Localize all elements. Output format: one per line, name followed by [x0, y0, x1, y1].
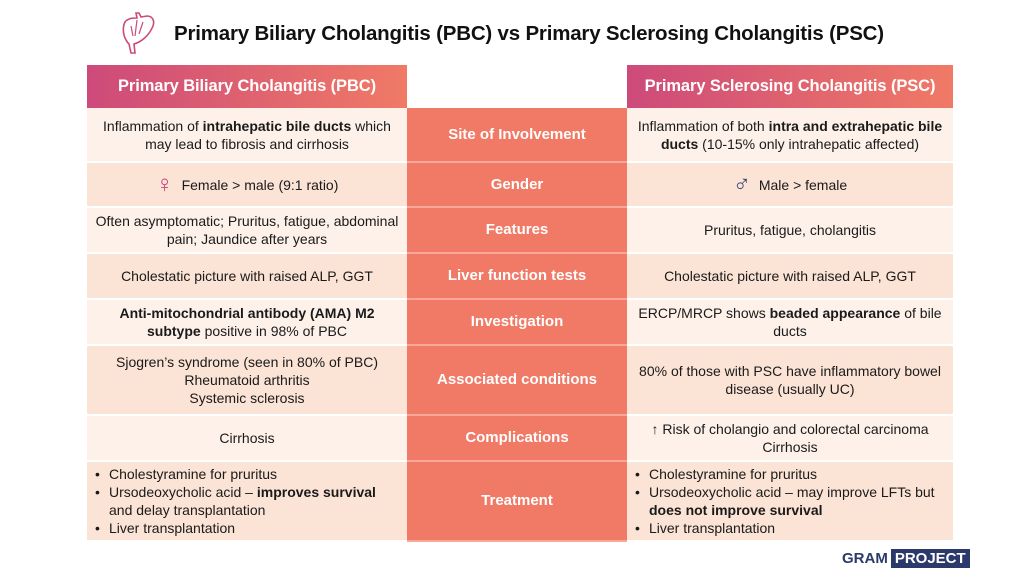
pbc-investigation-cell: Anti-mitochondrial antibody (AMA) M2 sub…	[87, 300, 407, 346]
pbc-site-cell: Inflammation of intrahepatic bile ducts …	[87, 108, 407, 163]
pbc-treatment-cell: Cholestyramine for pruritus Ursodeoxycho…	[87, 462, 407, 542]
row-label: Liver function tests	[407, 254, 627, 300]
row-gender: ♀ Female > male (9:1 ratio) Gender ♂ Mal…	[87, 163, 953, 208]
row-features: Often asymptomatic; Pruritus, fatigue, a…	[87, 208, 953, 254]
category-column-header	[407, 65, 627, 108]
psc-lft-cell: Cholestatic picture with raised ALP, GGT	[627, 254, 953, 300]
psc-features-cell: Pruritus, fatigue, cholangitis	[627, 208, 953, 254]
row-label: Investigation	[407, 300, 627, 346]
row-treatment: Cholestyramine for pruritus Ursodeoxycho…	[87, 462, 953, 542]
row-site-of-involvement: Inflammation of intrahepatic bile ducts …	[87, 108, 953, 163]
row-label: Features	[407, 208, 627, 254]
row-label: Gender	[407, 163, 627, 208]
pbc-lft-cell: Cholestatic picture with raised ALP, GGT	[87, 254, 407, 300]
psc-associated-cell: 80% of those with PSC have inflammatory …	[627, 346, 953, 416]
row-complications: Cirrhosis Complications ↑ Risk of cholan…	[87, 416, 953, 462]
row-label: Site of Involvement	[407, 108, 627, 163]
pbc-gender-cell: ♀ Female > male (9:1 ratio)	[87, 163, 407, 208]
header: Primary Biliary Cholangitis (PBC) vs Pri…	[0, 0, 1024, 62]
male-symbol-icon: ♂	[732, 170, 751, 198]
pbc-features-cell: Often asymptomatic; Pruritus, fatigue, a…	[87, 208, 407, 254]
row-label: Associated conditions	[407, 346, 627, 416]
row-investigation: Anti-mitochondrial antibody (AMA) M2 sub…	[87, 300, 953, 346]
page-title: Primary Biliary Cholangitis (PBC) vs Pri…	[174, 22, 884, 45]
gram-project-logo: GRAM PROJECT	[839, 549, 970, 568]
female-symbol-icon: ♀	[155, 170, 174, 198]
psc-column-header: Primary Sclerosing Cholangitis (PSC)	[627, 65, 953, 108]
list-item: Liver transplantation	[635, 519, 945, 537]
pbc-column-header: Primary Biliary Cholangitis (PBC)	[87, 65, 407, 108]
list-item: Ursodeoxycholic acid – improves survival…	[95, 483, 399, 519]
psc-investigation-cell: ERCP/MRCP shows beaded appearance of bil…	[627, 300, 953, 346]
row-label: Treatment	[407, 462, 627, 542]
psc-complications-cell: ↑ Risk of cholangio and colorectal carci…	[627, 416, 953, 462]
list-item: Liver transplantation	[95, 519, 399, 537]
liver-icon	[122, 12, 155, 54]
list-item: Cholestyramine for pruritus	[95, 465, 399, 483]
psc-gender-cell: ♂ Male > female	[627, 163, 953, 208]
row-associated-conditions: Sjogren’s syndrome (seen in 80% of PBC) …	[87, 346, 953, 416]
list-item: Ursodeoxycholic acid – may improve LFTs …	[635, 483, 945, 519]
pbc-associated-cell: Sjogren’s syndrome (seen in 80% of PBC) …	[87, 346, 407, 416]
pbc-complications-cell: Cirrhosis	[87, 416, 407, 462]
psc-site-cell: Inflammation of both intra and extrahepa…	[627, 108, 953, 163]
row-liver-function-tests: Cholestatic picture with raised ALP, GGT…	[87, 254, 953, 300]
list-item: Cholestyramine for pruritus	[635, 465, 945, 483]
psc-treatment-cell: Cholestyramine for pruritus Ursodeoxycho…	[627, 462, 953, 542]
row-label: Complications	[407, 416, 627, 462]
